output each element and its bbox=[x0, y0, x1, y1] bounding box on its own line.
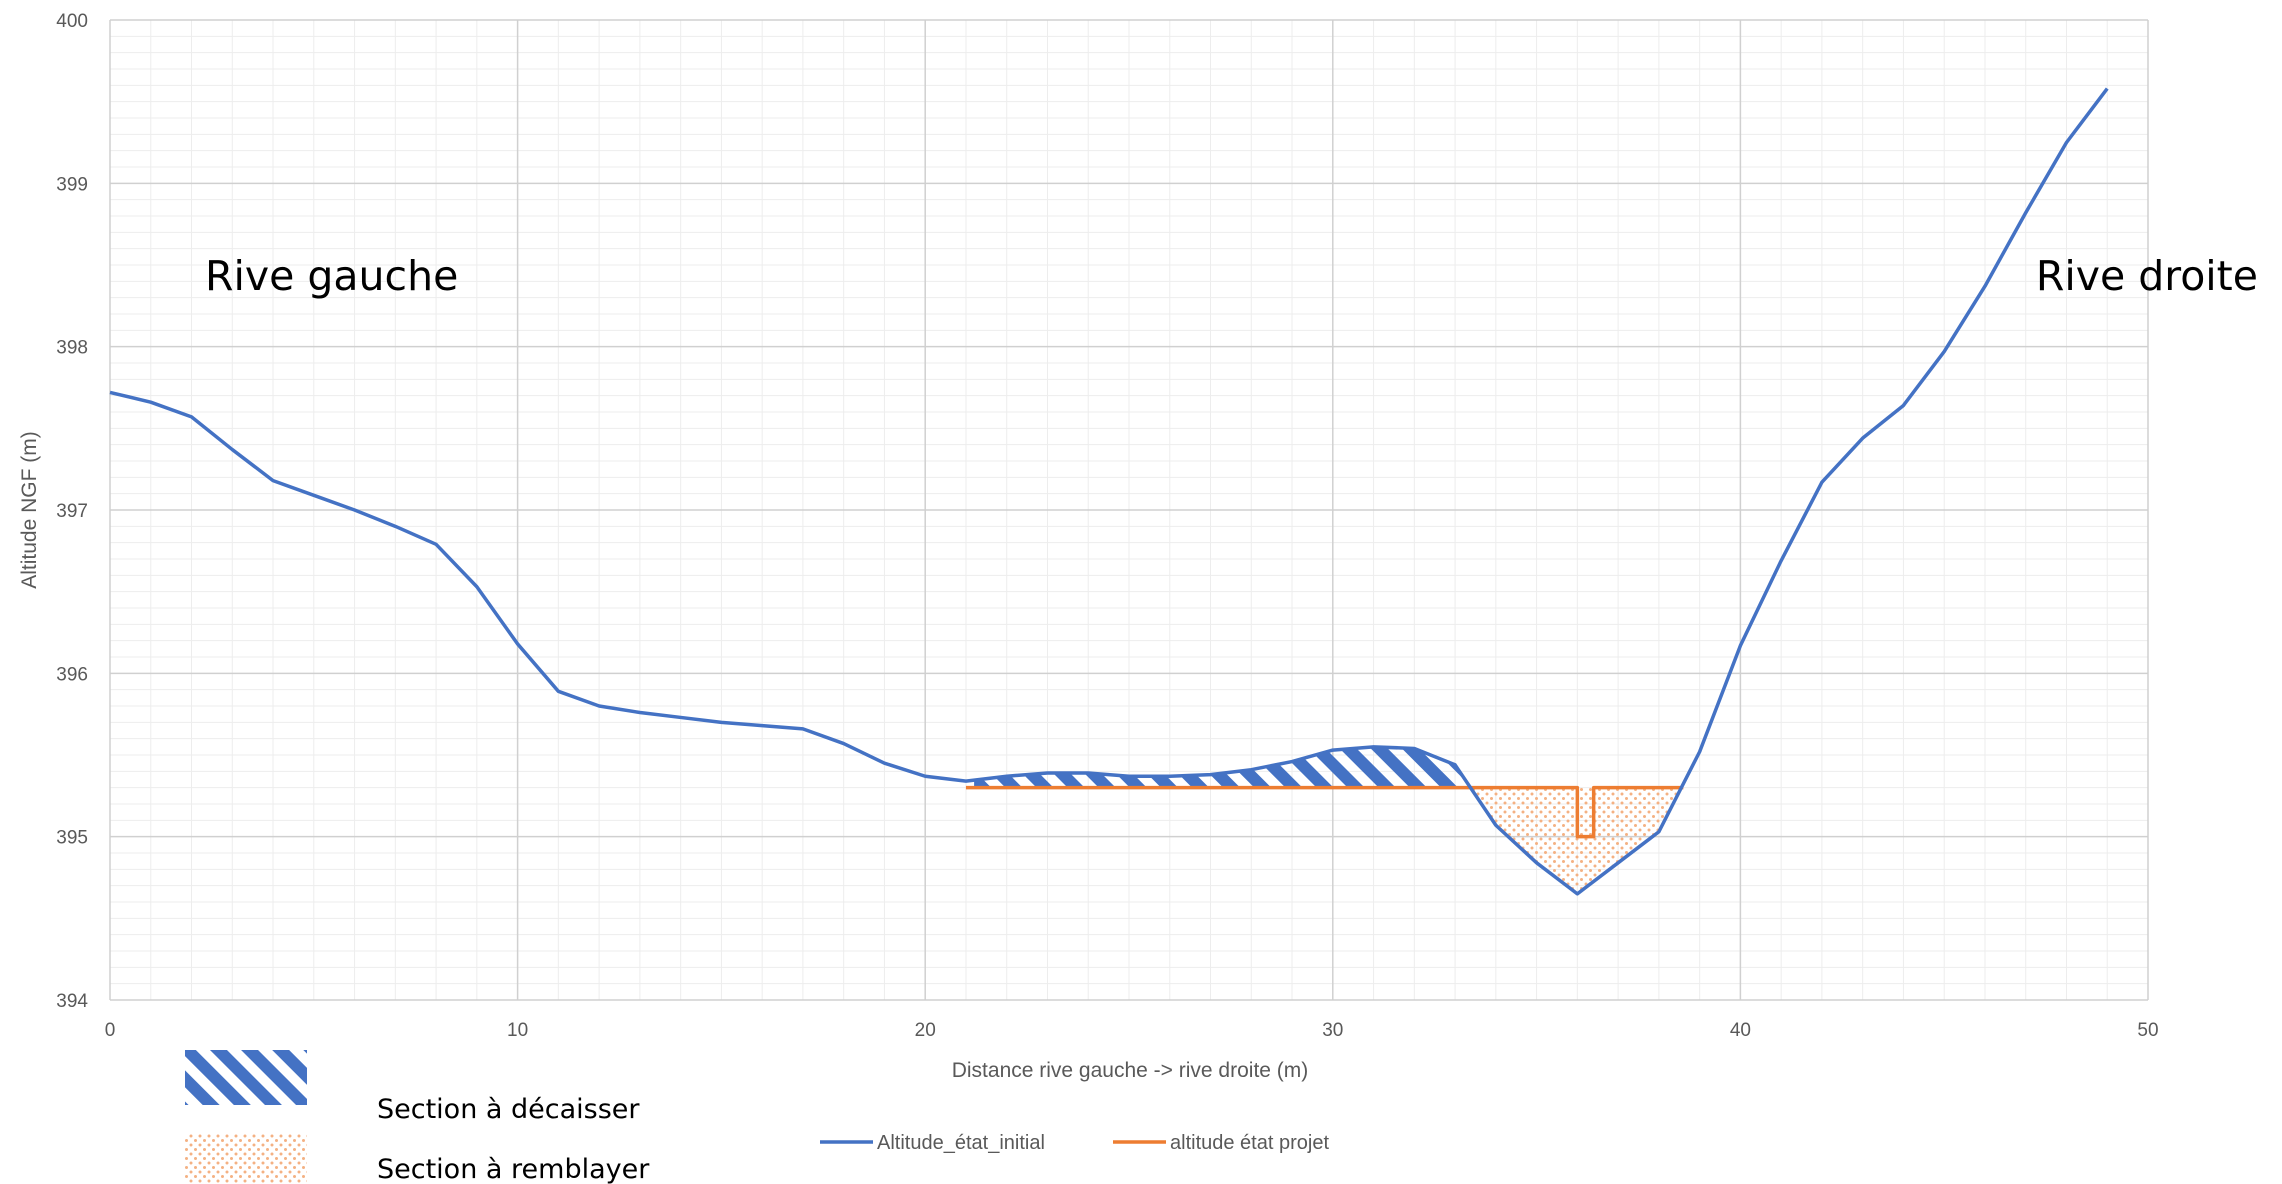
x-tick-label: 50 bbox=[2137, 1020, 2158, 1041]
y-tick-label: 396 bbox=[56, 664, 88, 685]
y-axis-title: Altitude NGF (m) bbox=[18, 431, 41, 589]
y-tick-label: 400 bbox=[56, 11, 88, 32]
cut-swatch bbox=[185, 1050, 307, 1105]
x-tick-label: 0 bbox=[105, 1020, 116, 1041]
x-tick-label: 30 bbox=[1322, 1020, 1343, 1041]
y-tick-label: 399 bbox=[56, 174, 88, 195]
right-bank-label: Rive droite bbox=[2036, 252, 2258, 300]
x-tick-label: 40 bbox=[1730, 1020, 1751, 1041]
y-tick-label: 398 bbox=[56, 338, 88, 359]
series-layer bbox=[109, 87, 2109, 896]
left-bank-label: Rive gauche bbox=[205, 252, 458, 300]
fill-swatch bbox=[185, 1133, 307, 1183]
series-line-initial bbox=[109, 87, 2109, 896]
hatch-key: Section à décaisser Section à remblayer bbox=[185, 1050, 650, 1184]
x-tick-label: 10 bbox=[507, 1020, 528, 1041]
axis-ticks: 0 10 20 30 40 50 394 395 396 397 398 399 400 bbox=[56, 11, 2158, 1041]
plot-grid bbox=[109, 19, 2149, 1001]
fill-key-label: Section à remblayer bbox=[377, 1154, 650, 1184]
series-line-project bbox=[965, 785, 1684, 839]
x-tick-label: 20 bbox=[915, 1020, 936, 1041]
x-axis-title: Distance rive gauche -> rive droite (m) bbox=[952, 1059, 1309, 1082]
section-areas bbox=[974, 746, 1684, 894]
cut-area bbox=[974, 746, 1464, 788]
y-tick-label: 395 bbox=[56, 828, 88, 849]
cut-key-label: Section à décaisser bbox=[377, 1094, 640, 1125]
fill-area bbox=[1467, 782, 1684, 894]
y-tick-label: 394 bbox=[56, 991, 88, 1012]
legend: Altitude_état_initial altitude état proj… bbox=[820, 1132, 1329, 1154]
legend-label-project: altitude état projet bbox=[1170, 1132, 1329, 1154]
legend-label-initial: Altitude_état_initial bbox=[877, 1132, 1045, 1154]
y-tick-label: 397 bbox=[56, 501, 88, 522]
